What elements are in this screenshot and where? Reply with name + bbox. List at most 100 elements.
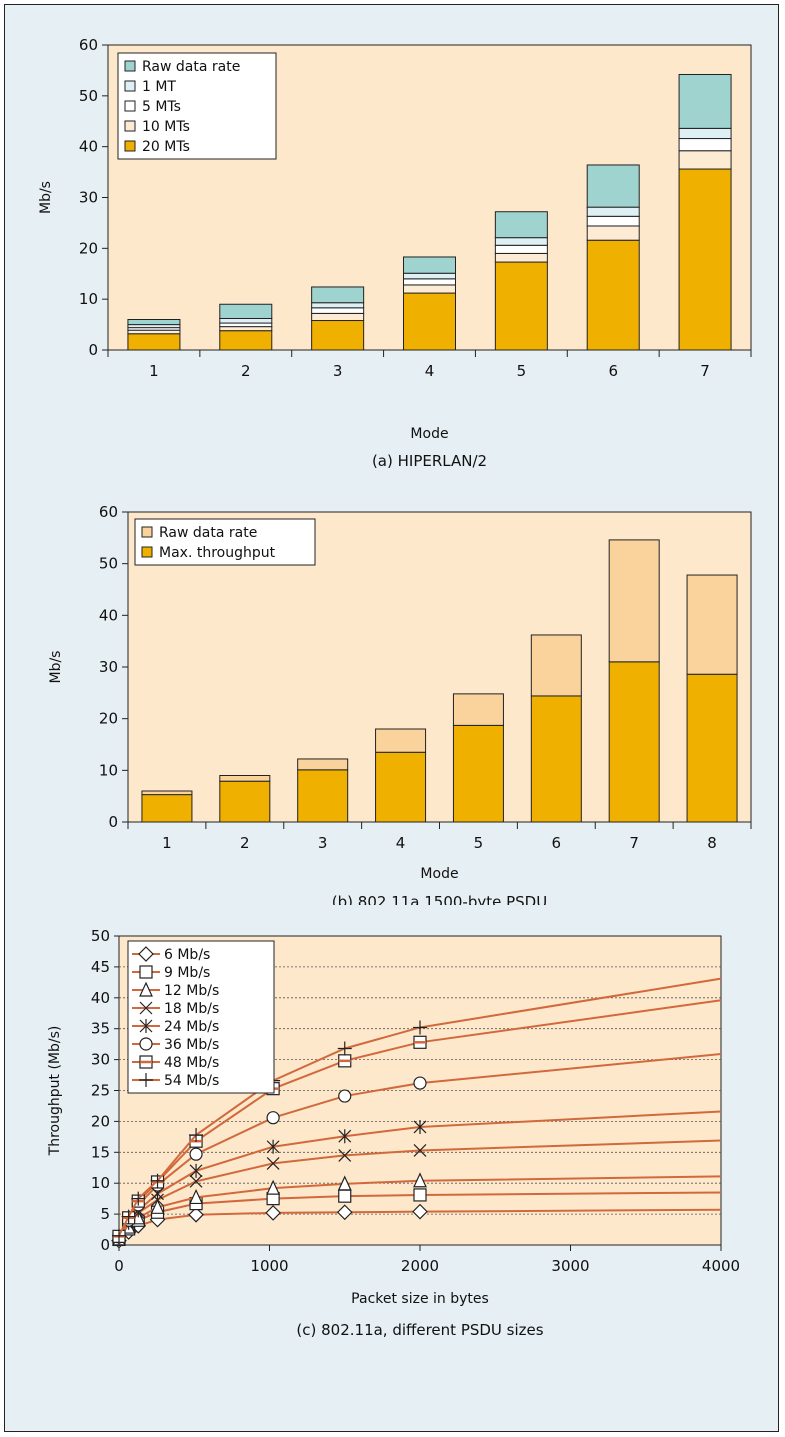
series-54-mb-s (112, 977, 722, 1243)
data-point (413, 1188, 427, 1202)
legend-marker (139, 1073, 153, 1087)
bar-segment-max-throughput (608, 661, 660, 823)
y-tick-label: 10 (79, 290, 98, 308)
x-tick-label: 3 (318, 834, 328, 852)
y-tick-label: 60 (79, 36, 98, 54)
legend-marker (139, 965, 153, 979)
x-tick-label: 1000 (250, 1257, 288, 1275)
bar-segment-1-mt (494, 237, 548, 246)
bar-segment-10-mts (678, 150, 732, 170)
bar-segment-10-mts (311, 312, 365, 322)
legend-entry: 20 MTs (142, 139, 190, 155)
data-point (337, 1041, 352, 1056)
legend-marker (139, 981, 153, 997)
bar-segment-max-throughput (297, 769, 349, 823)
bar-segment-20-mts (678, 168, 732, 351)
bar-segment-raw-data-rate (678, 73, 732, 129)
legend-entry: Raw data rate (159, 525, 257, 541)
bar-segment-20-mts (586, 239, 640, 351)
legend-entry: 12 Mb/s (164, 983, 219, 999)
y-tick-label: 25 (91, 1082, 110, 1100)
x-tick-label: 6 (608, 362, 618, 380)
x-axis-label: Mode (410, 426, 448, 442)
bar-segment-1-mt (586, 206, 640, 217)
data-point (188, 1206, 204, 1223)
bar-segment-10-mts (403, 284, 456, 294)
data-point (413, 1119, 427, 1134)
data-point (338, 1189, 352, 1203)
bar-segment-raw-data-rate (608, 539, 660, 663)
legend-swatch (124, 100, 136, 112)
legend-swatch (141, 526, 153, 538)
chart-caption: (c) 802.11a, different PSDU sizes (296, 1321, 543, 1339)
bar-segment-max-throughput (452, 724, 504, 823)
bar-segment-max-throughput (141, 794, 193, 823)
x-tick-label: 6 (552, 834, 562, 852)
figure-frame: 0 10 20 30 40 50 60 1 2 3 4 5 6 7 Mode Mb/s (a) HIPERLAN… (4, 4, 779, 1432)
y-tick-label: 60 (99, 503, 118, 521)
x-tick-label: 7 (629, 834, 639, 852)
data-point (189, 1127, 204, 1142)
bar-segment-raw-data-rate (311, 286, 365, 304)
data-point (337, 1175, 352, 1191)
chart-caption: (a) HIPERLAN/2 (372, 452, 487, 470)
x-tick-label: 5 (517, 362, 527, 380)
legend-marker (139, 1001, 153, 1015)
legend-swatch (141, 546, 153, 558)
y-axis-label: Mb/s (48, 651, 64, 684)
bar-segment-raw-data-rate (403, 256, 456, 274)
x-tick-label: 4000 (702, 1257, 740, 1275)
legend-box (134, 518, 316, 566)
x-tick-label: 8 (707, 834, 717, 852)
y-tick-label: 45 (91, 958, 110, 976)
bar-segment-20-mts (219, 330, 273, 351)
bar-segment-raw-data-rate (375, 728, 427, 753)
data-point (189, 1147, 203, 1161)
data-point (189, 1163, 203, 1178)
bar-segment-raw-data-rate (141, 790, 193, 796)
bar-segment-10-mts (494, 252, 548, 263)
chart-caption: (b) 802.11a 1500-byte PSDU (332, 893, 547, 905)
bar-segment-raw-data-rate (219, 775, 271, 782)
bar-segment-raw-data-rate (452, 693, 504, 726)
legend-entry: 36 Mb/s (164, 1037, 219, 1053)
y-tick-label: 20 (99, 710, 118, 728)
bar-segment-1-mt (311, 302, 365, 309)
data-point (266, 1179, 281, 1195)
bar-segment-5-mts (219, 322, 273, 328)
bar-segment-raw-data-rate (297, 758, 349, 771)
data-point (266, 1156, 280, 1170)
data-point (150, 1173, 165, 1188)
legend-box (117, 52, 277, 160)
legend-entry: 9 Mb/s (164, 965, 210, 981)
legend-marker (139, 1019, 153, 1033)
legend-entry: 10 MTs (142, 119, 190, 135)
x-tick-label: 2 (241, 362, 251, 380)
data-point (189, 1174, 203, 1188)
legend-swatch (124, 140, 136, 152)
legend-entry: 18 Mb/s (164, 1001, 219, 1017)
bar-segment-5-mts (494, 244, 548, 254)
data-point (413, 1172, 427, 1188)
y-tick-label: 40 (99, 606, 118, 624)
x-tick-label: 2 (240, 834, 250, 852)
bar-segment-20-mts (494, 261, 548, 351)
data-point (412, 1203, 428, 1220)
chart-c-group: 0 5 10 15 20 25 30 35 40 45 50 0 1000 2000 3000 4000 Pac… (47, 927, 740, 1339)
y-tick-label: 0 (88, 341, 98, 359)
x-tick-label: 3 (333, 362, 343, 380)
x-tick-label: 5 (474, 834, 484, 852)
bar-segment-raw-data-rate (686, 574, 738, 675)
y-tick-label: 40 (91, 989, 110, 1007)
x-tick-label: 0 (114, 1257, 124, 1275)
x-axis-label: Packet size in bytes (351, 1291, 489, 1307)
data-point (189, 1188, 203, 1205)
bar-segment-5-mts (586, 215, 640, 227)
chart-a-group: 0 10 20 30 40 50 60 1 2 3 4 5 6 7 Mode Mb/s (a) HIPERLAN… (38, 36, 752, 470)
chart-b-group: 0 10 20 30 40 50 60 1 2 3 4 5 6 7 8 Mode Mb/s (b) 802.11a… (48, 503, 752, 905)
legend-entry: Max. throughput (159, 545, 276, 561)
y-tick-label: 50 (99, 555, 118, 573)
data-point (338, 1148, 352, 1162)
chart-c-80211a-psdu-sizes: 0 5 10 15 20 25 30 35 40 45 50 0 1000 2000 3000 4000 Pac… (47, 927, 740, 1339)
legend-entry: 6 Mb/s (164, 947, 210, 963)
